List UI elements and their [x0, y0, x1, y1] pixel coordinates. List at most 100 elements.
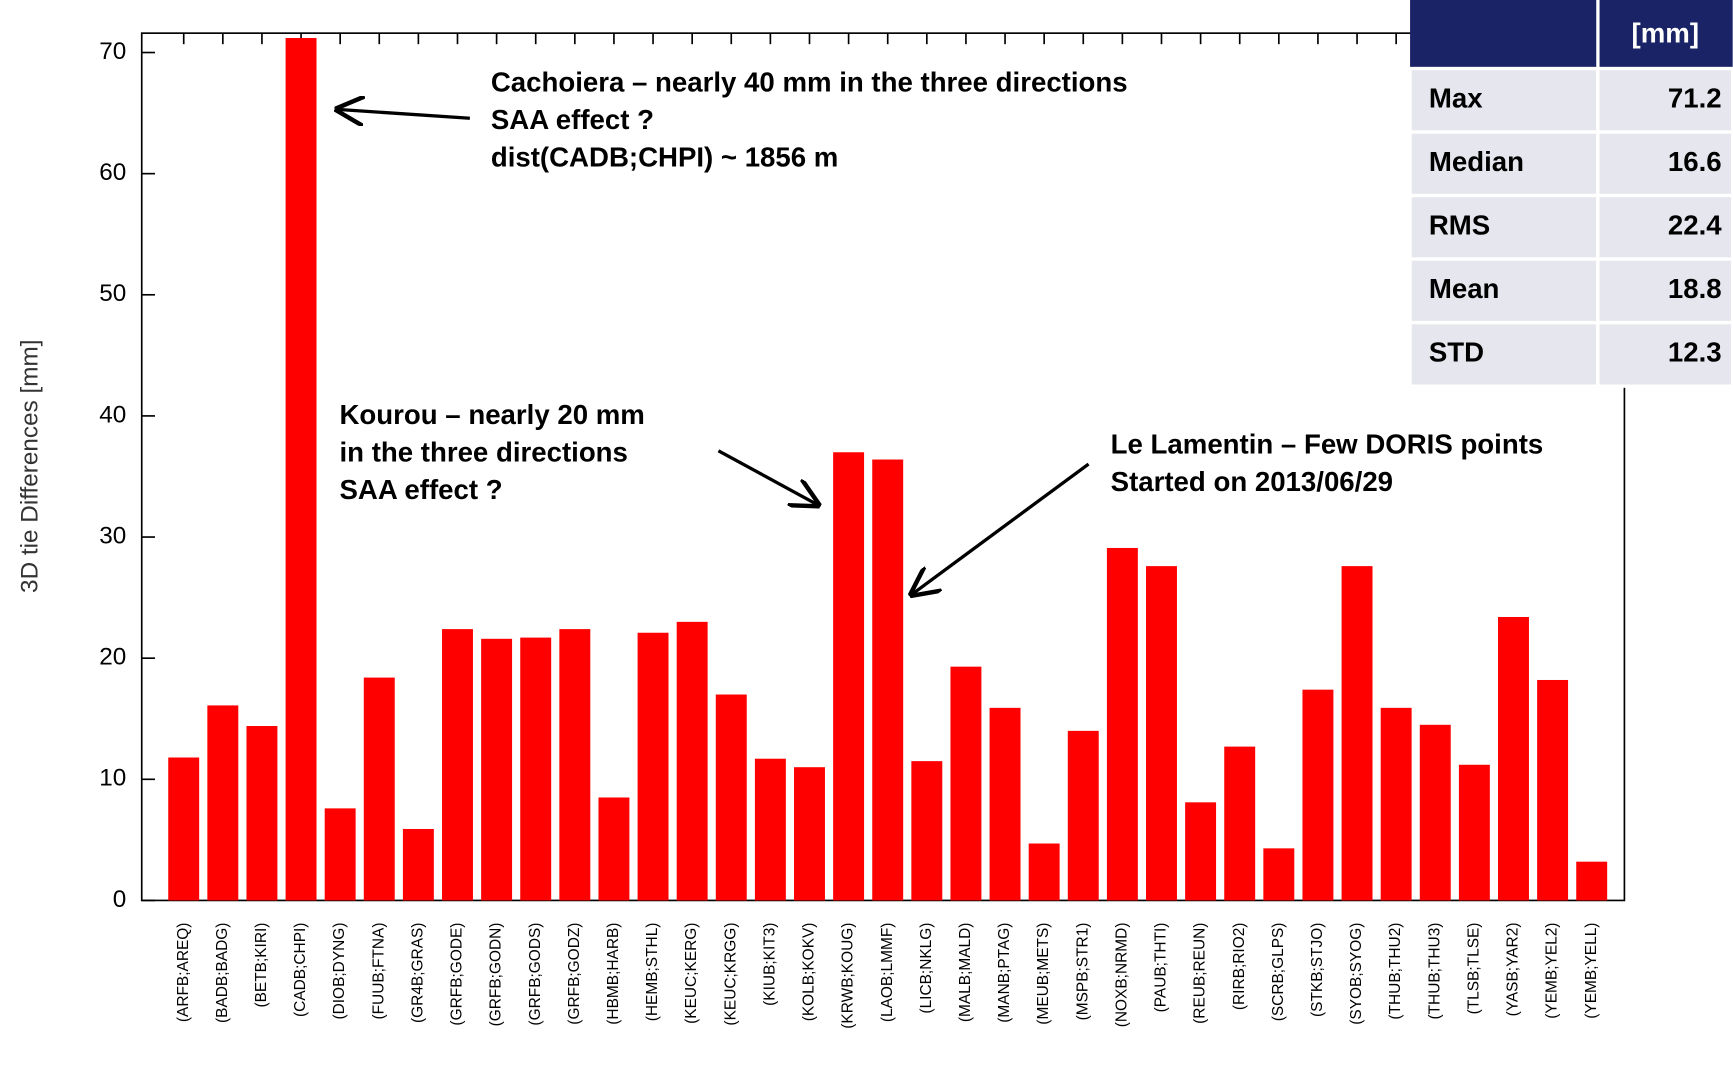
y-tick-label: 70 [99, 38, 126, 65]
x-tick-label: (GRFB;GODN) [488, 923, 505, 1027]
bar [911, 761, 943, 901]
table-value: 16.6 [1668, 146, 1722, 177]
bar [1263, 848, 1295, 901]
annotation: dist(CADB;CHPI) ~ 1856 m [491, 141, 839, 172]
x-tick-label: (MEUB;METS) [1035, 923, 1052, 1025]
bar [363, 677, 395, 901]
x-tick-label: (YASB;YAR2) [1505, 923, 1522, 1017]
y-axis-title: 3D tie Differences [mm] [17, 340, 44, 593]
arrow [717, 449, 817, 505]
y-tick-label: 60 [99, 159, 126, 186]
table-value: 22.4 [1668, 210, 1722, 241]
x-tick-label: (CADB;CHPI) [292, 923, 309, 1017]
y-tick-label: 10 [99, 765, 126, 792]
bar [1380, 707, 1412, 901]
x-tick-label: (NOXB;NRMD) [1113, 923, 1130, 1028]
x-tick-label: (MALB;MALD) [957, 923, 974, 1023]
y-tick-label: 40 [99, 401, 126, 428]
bar [1185, 802, 1217, 901]
bar [1537, 679, 1569, 901]
bar [442, 629, 473, 901]
x-tick-label: (KIUB;KIT3) [761, 923, 778, 1006]
x-tick-label: (GRFB;GODZ) [566, 923, 583, 1025]
x-tick-label: (KEUC;KRGG) [722, 923, 739, 1026]
x-tick-label: (MSPB;STR1) [1074, 923, 1091, 1021]
table-row-label: Max [1429, 83, 1483, 114]
bar [207, 705, 239, 901]
table-cell [1408, 320, 1600, 388]
annotation: Kourou – nearly 20 mm [339, 399, 644, 430]
bar [1419, 724, 1451, 901]
bar [1576, 861, 1608, 901]
bar [1224, 746, 1256, 901]
table-cell [1596, 130, 1733, 198]
table-header-cell: [mm] [1632, 18, 1700, 49]
x-tick-label: (GRFB;GODS) [527, 923, 544, 1026]
x-tick-label: (GR4B;GRAS) [409, 923, 426, 1023]
table-row-label: Median [1429, 146, 1524, 177]
bar [950, 666, 982, 901]
annotation: Cachoiera – nearly 40 mm in the three di… [491, 66, 1128, 97]
bar [1067, 730, 1099, 901]
table-cell [1596, 320, 1733, 388]
bar [481, 638, 513, 901]
x-tick-label: (REUB;REUN) [1192, 923, 1209, 1024]
x-tick-label: (HEMB;STHL) [644, 923, 661, 1022]
x-tick-label: (KEUC;KERG) [683, 923, 700, 1024]
bar [715, 694, 747, 901]
x-tick-label: (HBMB;HARB) [605, 923, 622, 1025]
x-tick-label: (BADB;BADG) [214, 923, 231, 1023]
bar [1146, 566, 1177, 901]
table-row-label: Mean [1429, 273, 1500, 304]
bar [676, 621, 708, 901]
bar [402, 828, 434, 901]
x-tick-label: (TLSB;TLSE) [1465, 923, 1482, 1015]
bar [1341, 566, 1373, 901]
bar [872, 459, 904, 901]
bar [989, 707, 1021, 901]
annotation: Started on 2013/06/29 [1111, 466, 1393, 497]
bar [559, 629, 591, 901]
arrow [912, 462, 1090, 594]
table-value: 71.2 [1668, 83, 1722, 114]
x-tick-label: (KOLB;KOKV) [801, 923, 818, 1022]
x-tick-label: (RIRB;RIO2) [1231, 923, 1248, 1011]
bar [168, 757, 200, 901]
x-tick-label: (SYOB;SYOG) [1348, 923, 1365, 1025]
x-tick-label: (LICB;NKLG) [918, 923, 935, 1014]
x-tick-label: (YEMB;YELL) [1583, 923, 1600, 1019]
bar [598, 797, 630, 901]
x-tick-label: (YEMB;YEL2) [1544, 923, 1561, 1019]
x-tick-label: (BETB;KIRI) [253, 923, 270, 1008]
bar [1458, 764, 1490, 901]
table-cell [1408, 257, 1600, 325]
bar [324, 808, 356, 901]
annotation: in the three directions [339, 436, 627, 467]
table-header [1410, 0, 1733, 69]
bar [1106, 547, 1138, 901]
bar [754, 758, 786, 901]
x-tick-label: (STKB;STJO) [1309, 923, 1326, 1017]
table-cell [1596, 193, 1733, 261]
arrow [337, 109, 470, 118]
table-row-label: STD [1429, 337, 1484, 368]
table-value: 12.3 [1668, 337, 1722, 368]
bar [637, 632, 669, 901]
bar [285, 37, 317, 901]
table-value: 18.8 [1668, 273, 1722, 304]
x-tick-label: (THUB;THU3) [1426, 923, 1443, 1020]
x-tick-label: (LAOB;LMMF) [879, 923, 896, 1023]
bar [833, 452, 865, 901]
x-tick-label: (PAUB;THTI) [1153, 923, 1170, 1013]
x-tick-label: (DIOB;DYNG) [331, 923, 348, 1020]
x-tick-label: (GRFB;GODE) [449, 923, 466, 1026]
bar [246, 726, 278, 901]
bar [1028, 843, 1060, 901]
bar [794, 767, 825, 901]
x-tick-label: (SCRB;GLPS) [1270, 923, 1287, 1022]
x-tick-label: (ARFB;AREQ) [175, 923, 192, 1023]
table-cell [1408, 66, 1600, 134]
table-row-label: RMS [1429, 210, 1490, 241]
y-tick-label: 50 [99, 280, 126, 307]
x-tick-label: (FUUB;FTNA) [370, 923, 387, 1020]
